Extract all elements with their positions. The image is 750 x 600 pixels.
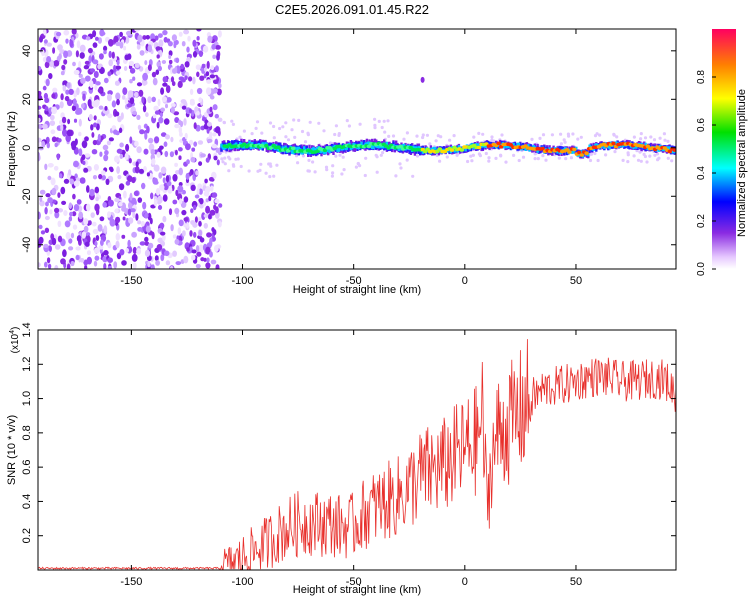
spectrogram-y-tick-label: 20 bbox=[21, 93, 33, 105]
colorbar-axis: 0.0 0.2 0.4 0.6 0.8 bbox=[696, 70, 716, 276]
spectrogram-y-tick-label: 0 bbox=[21, 145, 33, 151]
spectrogram-y-tick-label: -40 bbox=[21, 237, 33, 253]
spectrogram-y-tick-label: 40 bbox=[21, 45, 33, 57]
snr-y-tick-label: 0.8 bbox=[21, 425, 33, 440]
snr-x-tick-label: -150 bbox=[120, 576, 142, 588]
snr-series-line bbox=[38, 339, 676, 570]
colorbar-tick-label: 0.6 bbox=[696, 118, 707, 132]
spectrogram-x-tick-label: -150 bbox=[120, 275, 142, 287]
colorbar-tick-label: 0.8 bbox=[696, 70, 707, 84]
snr-axes: -150 -100 -50 0 50 0.2 0.4 0.6 0.8 1.0 1.2 1.4 bbox=[21, 322, 676, 588]
spectrogram-y-axis-label: Frequency (Hz) bbox=[6, 111, 18, 187]
snr-y-axis-label: SNR (10 * v/v) bbox=[6, 415, 18, 485]
snr-x-tick-label: -50 bbox=[346, 576, 362, 588]
snr-y-tick-label: 0.2 bbox=[21, 528, 33, 543]
snr-plot-area bbox=[38, 330, 676, 570]
colorbar-tick-label: 0.0 bbox=[696, 262, 707, 276]
snr-multiplier: (x104) bbox=[9, 327, 21, 354]
spectrogram-x-tick-label: 0 bbox=[462, 275, 468, 287]
spectrogram-x-tick-label: 50 bbox=[570, 275, 582, 287]
colorbar-tick-label: 0.2 bbox=[696, 214, 707, 228]
snr-y-tick-label: 1.2 bbox=[21, 357, 33, 372]
snr-x-tick-label: 0 bbox=[462, 576, 468, 588]
figure-title: C2E5.2026.091.01.45.R22 bbox=[275, 2, 429, 17]
colorbar bbox=[712, 29, 736, 269]
snr-y-tick-label: 0.6 bbox=[21, 459, 33, 474]
spectrogram-axes: -150 -100 -50 0 50 -40 -20 0 20 40 bbox=[21, 29, 676, 287]
spectrogram-frame bbox=[37, 28, 677, 270]
snr-x-tick-label: 50 bbox=[570, 576, 582, 588]
colorbar-tick-label: 0.4 bbox=[696, 166, 707, 180]
colorbar-label: Normalized spectral amplitude bbox=[736, 89, 748, 237]
spectrogram-x-tick-label: -100 bbox=[232, 275, 254, 287]
snr-y-tick-label: 0.4 bbox=[21, 494, 33, 509]
spectrogram-x-axis-label: Height of straight line (km) bbox=[293, 284, 421, 296]
spectrogram-x-tick-label: -50 bbox=[346, 275, 362, 287]
snr-y-tick-label: 1.0 bbox=[21, 391, 33, 406]
snr-y-tick-label: 1.4 bbox=[21, 322, 33, 337]
spectrogram-y-tick-label: -20 bbox=[21, 188, 33, 204]
spectrogram-heatmap bbox=[38, 29, 676, 269]
snr-x-tick-label: -100 bbox=[232, 576, 254, 588]
snr-x-axis-label: Height of straight line (km) bbox=[293, 584, 421, 596]
snr-plot-frame bbox=[37, 329, 677, 571]
